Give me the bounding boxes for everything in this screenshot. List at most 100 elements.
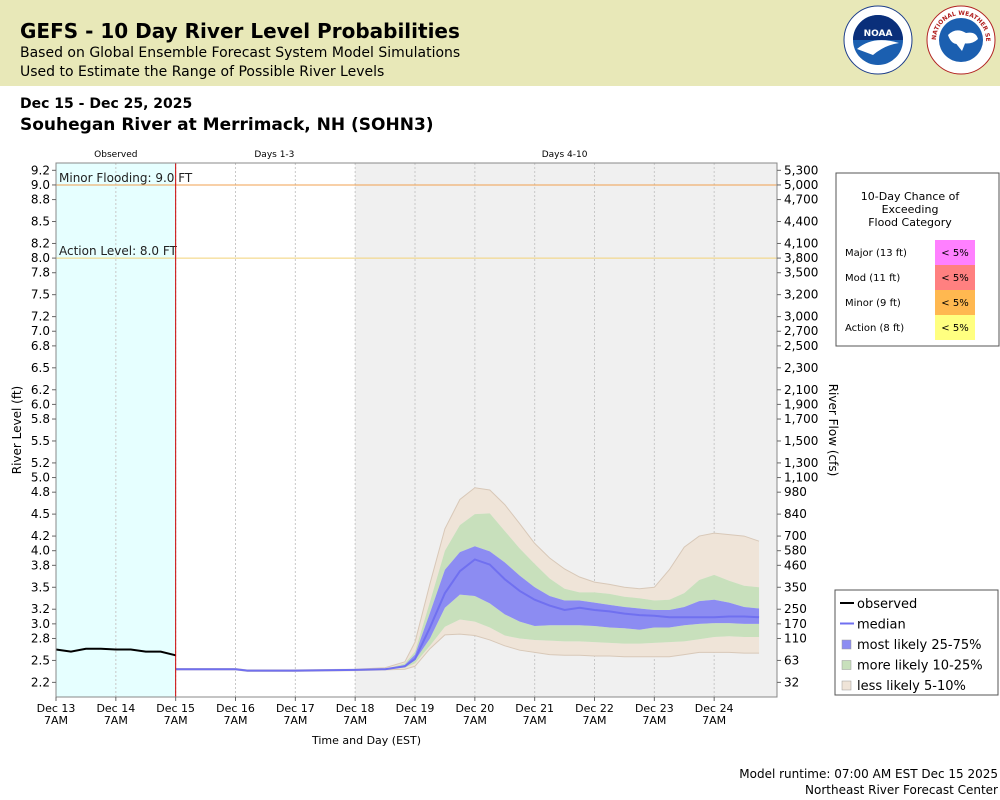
page-title: GEFS - 10 Day River Level Probabilities (20, 19, 460, 43)
observed-line (55, 647, 176, 657)
x-tick-time: 7AM (44, 714, 68, 727)
band-25-75 (175, 546, 760, 671)
x-tick-time: 7AM (343, 714, 367, 727)
flood-category-label: Action (8 ft) (845, 323, 904, 334)
y-tick-label: 5.5 (31, 434, 50, 448)
header-banner: GEFS - 10 Day River Level Probabilities … (0, 0, 1000, 86)
y-tick-label: 4.5 (31, 507, 50, 521)
y-tick-label: 3.5 (31, 580, 50, 594)
flood-table-title: Exceeding (882, 203, 939, 216)
x-tick-day: Dec 19 (396, 702, 435, 715)
y2-tick-label: 350 (784, 580, 807, 594)
y2-tick-label: 840 (784, 507, 807, 521)
flood-category-swatch (935, 315, 975, 340)
legend-label: less likely 5-10% (857, 679, 966, 694)
x-tick-time: 7AM (582, 714, 606, 727)
flood-category-value: < 5% (941, 248, 968, 259)
median-line (175, 558, 760, 672)
legend-label: most likely 25-75% (857, 638, 981, 653)
band-5-10-lower (175, 619, 760, 672)
y2-tick-label: 3,500 (784, 266, 818, 280)
y2-tick-label: 1,100 (784, 471, 818, 485)
y2-tick-label: 63 (784, 653, 799, 667)
y2-tick-label: 1,700 (784, 412, 818, 426)
x-tick-time: 7AM (164, 714, 188, 727)
forecast-center: Northeast River Forecast Center (805, 783, 998, 797)
y2-tick-label: 2,700 (784, 324, 818, 338)
subtitle-line-1: Based on Global Ensemble Forecast System… (20, 45, 461, 61)
y2-tick-label: 2,100 (784, 383, 818, 397)
flood-category-swatch (935, 290, 975, 315)
y2-tick-label: 1,500 (784, 434, 818, 448)
flood-category-label: Major (13 ft) (845, 248, 907, 259)
x-tick-day: Dec 24 (695, 702, 734, 715)
y2-tick-label: 5,300 (784, 163, 818, 177)
y2-tick-label: 110 (784, 631, 807, 645)
y-tick-label: 6.5 (31, 361, 50, 375)
y-tick-label: 8.2 (31, 236, 50, 250)
x-tick-day: Dec 21 (515, 702, 554, 715)
x-tick-day: Dec 16 (216, 702, 255, 715)
y-tick-label: 9.0 (31, 178, 50, 192)
x-tick-time: 7AM (463, 714, 487, 727)
y-tick-label: 7.5 (31, 288, 50, 302)
y2-tick-label: 2,300 (784, 361, 818, 375)
x-tick-time: 7AM (223, 714, 247, 727)
noaa-logo: NOAA (843, 5, 913, 75)
y2-tick-label: 32 (784, 675, 799, 689)
x-tick-day: Dec 20 (455, 702, 494, 715)
y2-tick-label: 3,200 (784, 288, 818, 302)
plot-border (55, 162, 778, 698)
flood-category-label: Minor (9 ft) (845, 298, 901, 309)
y-tick-label: 8.5 (31, 215, 50, 229)
y2-tick-label: 1,300 (784, 456, 818, 470)
river-level-chart: Observed Days 1-3 Days 4-10 Minor Flooding:… (10, 150, 1000, 747)
y-tick-label: 5.0 (31, 471, 50, 485)
x-tick-day: Dec 14 (96, 702, 135, 715)
legend-box (834, 589, 999, 696)
y-tick-label: 7.0 (31, 324, 50, 338)
legend-swatch-box (841, 660, 852, 670)
nws-logo: NATIONAL WEATHER SERVICE (926, 5, 996, 75)
threshold-label: Action Level: 8.0 FT (59, 244, 178, 258)
y2-tick-label: 3,800 (784, 251, 818, 265)
subtitle-line-2: Used to Estimate the Range of Possible R… (20, 64, 385, 80)
y2-tick-label: 580 (784, 544, 807, 558)
threshold-label: Minor Flooding: 9.0 FT (59, 171, 193, 185)
legend-swatch-box (841, 639, 852, 650)
x-tick-day: Dec 18 (336, 702, 375, 715)
y-tick-label: 2.8 (31, 631, 50, 645)
band-10-25-upper (175, 513, 760, 671)
y-tick-label: 6.2 (31, 383, 50, 397)
section-label: Days 1-3 (254, 150, 294, 160)
x-tick-time: 7AM (702, 714, 726, 727)
y-tick-label: 7.2 (31, 310, 50, 324)
x-tick-day: Dec 13 (37, 702, 76, 715)
y2-tick-label: 250 (784, 602, 807, 616)
legend-label: more likely 10-25% (857, 659, 983, 674)
flood-table-title: Flood Category (868, 216, 952, 229)
x-tick-time: 7AM (523, 714, 547, 727)
legend-label: median (857, 618, 906, 633)
x-tick-day: Dec 15 (156, 702, 195, 715)
y2-tick-label: 980 (784, 485, 807, 499)
x-tick-day: Dec 17 (276, 702, 315, 715)
y-tick-label: 6.0 (31, 397, 50, 411)
station-title: Souhegan River at Merrimack, NH (SOHN3) (20, 115, 434, 135)
y-tick-label: 4.0 (31, 544, 50, 558)
y-tick-label: 5.2 (31, 456, 50, 470)
section-label: Days 4-10 (542, 150, 588, 160)
flood-category-swatch (935, 265, 975, 290)
legend-label: observed (857, 597, 917, 612)
y-tick-label: 3.2 (31, 602, 50, 616)
x-axis-title: Time and Day (EST) (311, 734, 421, 747)
flood-category-label: Mod (11 ft) (845, 273, 900, 284)
x-tick-day: Dec 23 (635, 702, 674, 715)
y-tick-label: 4.2 (31, 529, 50, 543)
y-tick-label: 8.8 (31, 193, 50, 207)
y-tick-label: 3.0 (31, 617, 50, 631)
noaa-logo-text: NOAA (864, 29, 893, 39)
y-tick-label: 6.8 (31, 339, 50, 353)
y-tick-label: 7.8 (31, 266, 50, 280)
y-tick-label: 2.2 (31, 675, 50, 689)
